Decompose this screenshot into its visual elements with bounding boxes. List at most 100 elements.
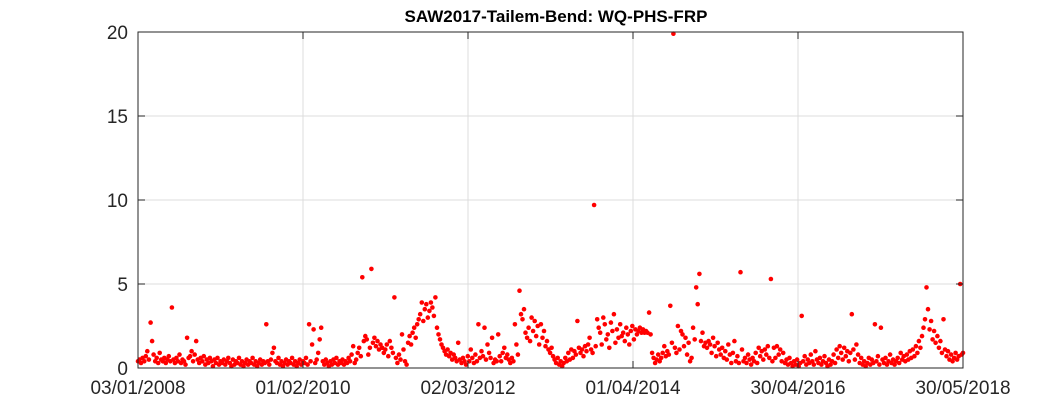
data-point (437, 337, 443, 342)
data-point (308, 359, 313, 364)
data-point (669, 340, 675, 346)
data-point (544, 338, 550, 344)
data-point (411, 325, 417, 331)
data-point (597, 330, 603, 336)
data-point (495, 332, 501, 337)
y-tick-label: 0 (117, 359, 128, 380)
data-point (193, 338, 199, 344)
data-point (414, 322, 420, 327)
data-point (921, 325, 926, 331)
data-point (474, 359, 480, 364)
data-point (852, 357, 858, 362)
data-point (697, 271, 702, 277)
data-point (250, 355, 255, 361)
data-point (698, 338, 704, 344)
x-tick-label: 30/04/2016 (750, 378, 845, 399)
data-point (668, 303, 673, 309)
data-point (918, 345, 923, 351)
data-point (648, 332, 653, 337)
data-point (532, 318, 537, 324)
data-point (373, 343, 379, 349)
data-point (154, 355, 159, 361)
data-point (735, 353, 740, 359)
data-point (518, 311, 524, 317)
data-point (912, 353, 917, 359)
data-point (215, 355, 220, 361)
data-point (309, 342, 315, 347)
chart-title: SAW2017-Tailem-Bend: WQ-PHS-FRP (405, 7, 708, 26)
data-point (370, 340, 376, 346)
data-point (744, 360, 749, 366)
data-point (367, 345, 373, 351)
data-point (511, 359, 516, 364)
data-point (201, 353, 207, 359)
data-point (486, 350, 492, 356)
data-point (523, 330, 528, 336)
data-point (712, 343, 717, 349)
data-point (527, 338, 533, 344)
data-point (874, 359, 879, 364)
data-point (155, 360, 161, 366)
data-point (622, 338, 628, 344)
data-point (777, 347, 783, 352)
data-point (142, 359, 147, 364)
data-point (840, 357, 845, 362)
data-point (434, 325, 440, 331)
data-point (849, 311, 855, 317)
axis-ticks: 03/01/2008 01/02/2010 02/03/2012 01/04/2014… (90, 23, 1010, 399)
data-point (690, 325, 696, 331)
data-point (430, 305, 435, 310)
data-point (396, 352, 402, 357)
data-point (524, 335, 530, 341)
data-point (675, 323, 681, 329)
data-point (925, 306, 931, 312)
data-point (364, 337, 370, 342)
data-point (502, 345, 507, 351)
data-point (347, 359, 353, 364)
x-tick-label: 02/03/2012 (420, 378, 515, 399)
data-point (482, 325, 487, 331)
data-point (425, 315, 431, 320)
data-point (463, 362, 469, 367)
data-point (384, 342, 390, 347)
data-point (145, 348, 150, 354)
data-point (386, 353, 391, 359)
data-point (584, 348, 589, 354)
data-point (190, 359, 196, 364)
data-point (514, 342, 519, 347)
data-point (192, 352, 197, 357)
data-point (187, 353, 193, 359)
data-point (470, 355, 475, 361)
data-point (271, 345, 277, 351)
data-point (787, 355, 792, 361)
data-point (289, 355, 295, 361)
data-point (488, 355, 493, 361)
data-point (505, 352, 510, 357)
data-point (593, 343, 598, 349)
data-point (148, 320, 153, 325)
data-point (360, 275, 365, 280)
data-point (624, 325, 629, 331)
data-point (953, 350, 958, 356)
data-point (149, 338, 155, 344)
data-point (662, 343, 667, 349)
x-tick-label: 01/04/2014 (585, 378, 681, 399)
data-point (183, 362, 188, 367)
data-point (666, 352, 672, 357)
data-point (143, 353, 149, 359)
data-point (817, 355, 823, 361)
data-point (334, 355, 339, 361)
data-point (538, 322, 544, 327)
data-point (700, 330, 705, 336)
data-point (930, 337, 935, 342)
data-point (599, 342, 604, 347)
data-point (401, 347, 406, 352)
data-point (547, 350, 553, 356)
grid-lines (137, 31, 964, 369)
data-point (916, 338, 922, 344)
data-point (843, 353, 849, 359)
data-point (573, 352, 579, 357)
data-point (428, 300, 434, 305)
data-point (416, 317, 422, 322)
